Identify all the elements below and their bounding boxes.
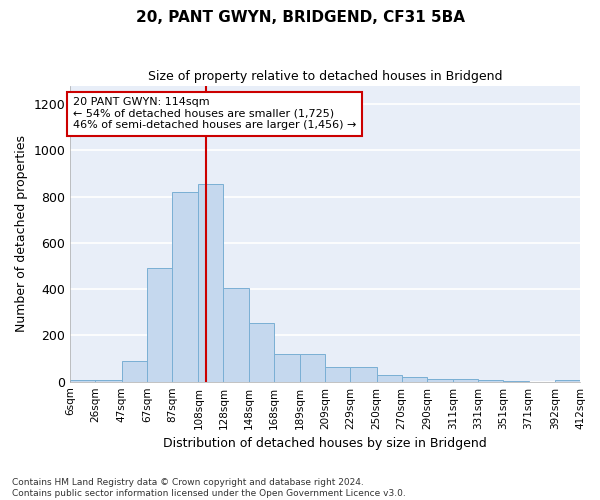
- Bar: [453, 379, 478, 382]
- Bar: [70, 380, 95, 382]
- Bar: [122, 361, 147, 382]
- Bar: [223, 288, 248, 382]
- Bar: [555, 380, 580, 382]
- Bar: [147, 268, 172, 382]
- Bar: [95, 380, 122, 382]
- Bar: [172, 192, 199, 382]
- Bar: [300, 354, 325, 382]
- Bar: [325, 366, 350, 382]
- Bar: [478, 380, 503, 382]
- Bar: [377, 374, 402, 382]
- Text: Contains HM Land Registry data © Crown copyright and database right 2024.
Contai: Contains HM Land Registry data © Crown c…: [12, 478, 406, 498]
- Bar: [427, 379, 453, 382]
- Text: 20, PANT GWYN, BRIDGEND, CF31 5BA: 20, PANT GWYN, BRIDGEND, CF31 5BA: [136, 10, 464, 25]
- Y-axis label: Number of detached properties: Number of detached properties: [15, 135, 28, 332]
- Title: Size of property relative to detached houses in Bridgend: Size of property relative to detached ho…: [148, 70, 502, 83]
- Bar: [503, 380, 529, 382]
- Bar: [199, 184, 223, 382]
- Text: 20 PANT GWYN: 114sqm
← 54% of detached houses are smaller (1,725)
46% of semi-de: 20 PANT GWYN: 114sqm ← 54% of detached h…: [73, 97, 356, 130]
- Bar: [248, 322, 274, 382]
- X-axis label: Distribution of detached houses by size in Bridgend: Distribution of detached houses by size …: [163, 437, 487, 450]
- Bar: [402, 377, 427, 382]
- Bar: [274, 354, 300, 382]
- Bar: [350, 366, 377, 382]
